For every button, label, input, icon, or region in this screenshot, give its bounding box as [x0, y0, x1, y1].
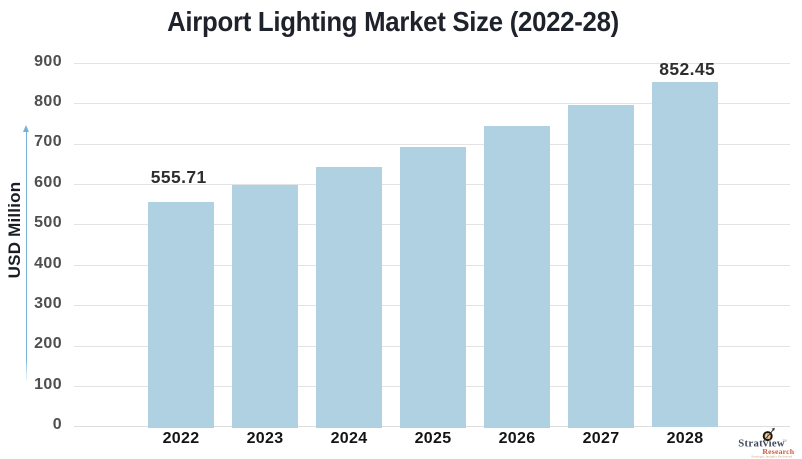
svg-text:Research: Research — [762, 447, 794, 456]
svg-text:Stratview: Stratview — [738, 438, 785, 450]
svg-text:Strategic Insights Delivered: Strategic Insights Delivered — [751, 454, 792, 458]
svg-text:TM: TM — [782, 438, 787, 442]
